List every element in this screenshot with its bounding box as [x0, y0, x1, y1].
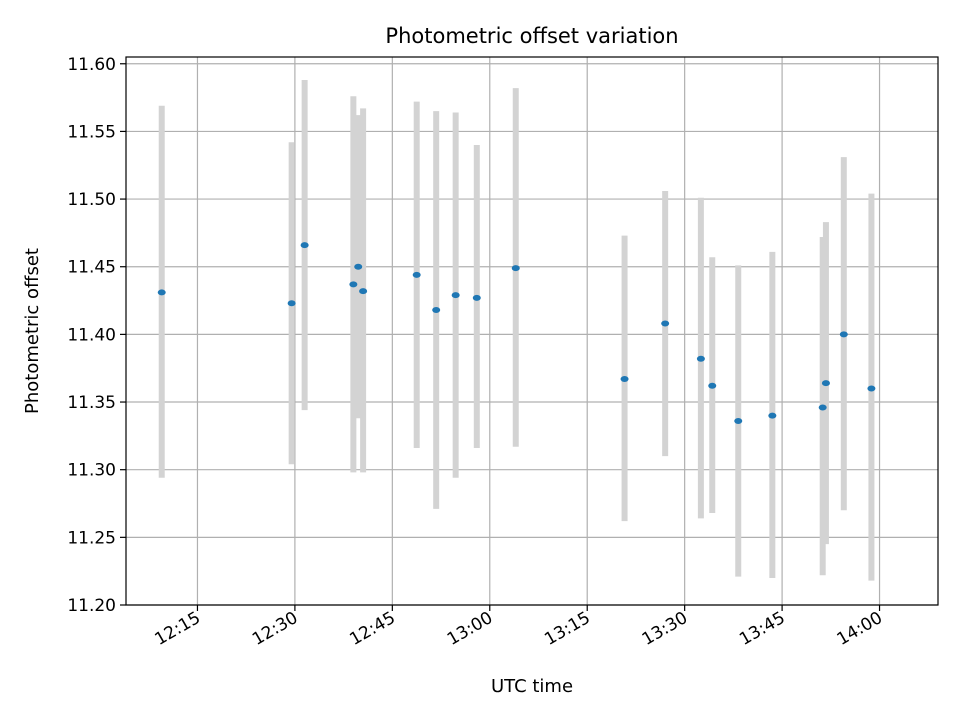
- data-point: [472, 294, 481, 301]
- data-point: [451, 292, 460, 299]
- y-tick-label: 11.60: [67, 55, 116, 75]
- data-point: [432, 307, 441, 314]
- data-point: [818, 404, 827, 411]
- y-tick-label: 11.25: [67, 528, 116, 548]
- y-tick-label: 11.40: [67, 325, 116, 345]
- point-layer: [157, 242, 876, 424]
- data-point: [157, 289, 166, 296]
- data-point: [708, 382, 717, 389]
- data-point: [359, 288, 368, 295]
- plot-frame: [125, 56, 939, 606]
- y-tick-label: 11.30: [67, 461, 116, 481]
- x-axis-label: UTC time: [491, 676, 573, 697]
- y-tick-label: 11.50: [67, 190, 116, 210]
- data-point: [511, 265, 520, 272]
- data-point: [412, 271, 421, 278]
- data-point: [867, 385, 876, 392]
- grid-layer: [126, 57, 938, 606]
- data-point: [734, 417, 743, 424]
- y-tick-label: 11.45: [67, 258, 116, 278]
- y-tick-label: 11.35: [67, 393, 116, 413]
- data-point: [839, 331, 848, 338]
- data-point: [768, 412, 777, 419]
- data-point: [300, 242, 309, 249]
- data-point: [354, 263, 363, 270]
- data-point: [661, 320, 670, 327]
- chart-title: Photometric offset variation: [385, 24, 678, 48]
- y-tick-label: 11.20: [67, 596, 116, 616]
- y-axis-label: Photometric offset: [22, 248, 43, 414]
- data-point: [821, 380, 830, 387]
- data-point: [620, 376, 629, 383]
- data-point: [696, 355, 705, 362]
- y-tick-label: 11.55: [67, 122, 116, 142]
- data-point: [287, 300, 296, 307]
- data-point: [349, 281, 358, 288]
